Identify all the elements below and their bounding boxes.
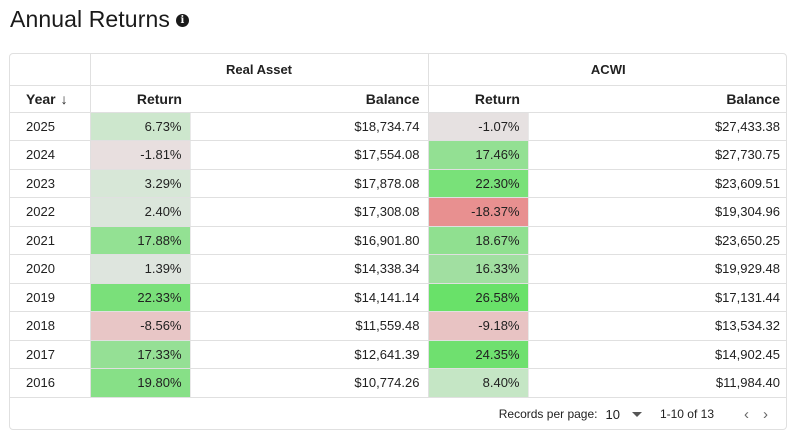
cell-acwi-return: -18.37%	[427, 197, 529, 227]
cell-year: 2021	[10, 226, 90, 255]
page-header: Annual Returns i	[10, 4, 189, 34]
cell-year: 2016	[10, 368, 90, 398]
column-header-real-asset-return[interactable]: Return	[89, 85, 190, 113]
cell-acwi-return: 17.46%	[427, 140, 529, 170]
cell-year: 2025	[10, 112, 90, 141]
cell-acwi-return: 18.67%	[427, 226, 529, 255]
cell-real-asset-balance: $16,901.80	[190, 226, 428, 255]
arrow-down-icon[interactable]: ↓	[60, 90, 68, 107]
cell-real-asset-return: 6.73%	[89, 112, 191, 141]
cell-real-asset-return: 17.88%	[89, 226, 191, 255]
cell-acwi-balance: $23,650.25	[528, 226, 786, 255]
returns-table-card: Real Asset ACWI Year ↓ Return Balance Ret…	[9, 53, 787, 430]
table-row: 2019 22.33% $14,141.14 26.58% $17,131.44	[10, 283, 786, 312]
table-row: 2021 17.88% $16,901.80 18.67% $23,650.25	[10, 226, 786, 255]
cell-real-asset-balance: $14,338.34	[190, 254, 428, 284]
records-per-page-label: Records per page:	[498, 407, 598, 421]
cell-acwi-balance: $17,131.44	[528, 283, 786, 312]
cell-year: 2022	[10, 197, 90, 227]
cell-real-asset-balance: $17,308.08	[190, 197, 428, 227]
cell-acwi-balance: $27,433.38	[528, 112, 786, 141]
column-header-row: Year ↓ Return Balance Return Balance	[10, 85, 786, 113]
cell-acwi-balance: $27,730.75	[528, 140, 786, 170]
cell-year: 2018	[10, 311, 90, 341]
cell-year: 2020	[10, 254, 90, 284]
cell-real-asset-balance: $17,878.08	[190, 169, 428, 198]
table-row: 2022 2.40% $17,308.08 -18.37% $19,304.96	[10, 197, 786, 227]
cell-real-asset-balance: $14,141.14	[190, 283, 428, 312]
cell-acwi-return: -9.18%	[427, 311, 529, 341]
pagination-bar: Records per page: 10 1-10 of 13 ‹ ›	[10, 399, 786, 429]
cell-acwi-balance: $11,984.40	[528, 368, 786, 398]
cell-acwi-balance: $23,609.51	[528, 169, 786, 198]
cell-acwi-balance: $13,534.32	[528, 311, 786, 341]
table-row: 2023 3.29% $17,878.08 22.30% $23,609.51	[10, 169, 786, 198]
cell-real-asset-return: 17.33%	[89, 340, 191, 369]
cell-year: 2024	[10, 140, 90, 170]
table-row: 2020 1.39% $14,338.34 16.33% $19,929.48	[10, 254, 786, 284]
cell-year: 2017	[10, 340, 90, 369]
cell-acwi-balance: $19,929.48	[528, 254, 786, 284]
cell-acwi-balance: $14,902.45	[528, 340, 786, 369]
cell-real-asset-balance: $11,559.48	[190, 311, 428, 341]
table-row: 2024 -1.81% $17,554.08 17.46% $27,730.75	[10, 140, 786, 170]
cell-acwi-return: 8.40%	[427, 368, 529, 398]
caret-down-icon[interactable]	[631, 411, 642, 417]
column-header-acwi-balance[interactable]: Balance	[528, 85, 786, 113]
column-header-real-asset-balance[interactable]: Balance	[190, 85, 428, 113]
cell-acwi-return: 24.35%	[427, 340, 529, 369]
records-per-page-select[interactable]: 10	[605, 406, 620, 422]
table-row: 2016 19.80% $10,774.26 8.40% $11,984.40	[10, 368, 786, 398]
pagination-range: 1-10 of 13	[659, 407, 714, 421]
cell-acwi-return: 16.33%	[427, 254, 529, 284]
cell-real-asset-balance: $17,554.08	[190, 140, 428, 170]
cell-real-asset-return: -1.81%	[89, 140, 191, 170]
cell-real-asset-balance: $18,734.74	[190, 112, 428, 141]
column-header-acwi-return[interactable]: Return	[427, 85, 528, 113]
table-row: 2018 -8.56% $11,559.48 -9.18% $13,534.32	[10, 311, 786, 341]
group-header-real-asset: Real Asset	[89, 54, 428, 86]
cell-acwi-balance: $19,304.96	[528, 197, 786, 227]
table-row: 2025 6.73% $18,734.74 -1.07% $27,433.38	[10, 112, 786, 141]
cell-real-asset-return: 1.39%	[89, 254, 191, 284]
cell-real-asset-return: 2.40%	[89, 197, 191, 227]
cell-real-asset-return: 3.29%	[89, 169, 191, 198]
table-row: 2017 17.33% $12,641.39 24.35% $14,902.45	[10, 340, 786, 369]
cell-year: 2023	[10, 169, 90, 198]
group-header-row: Real Asset ACWI	[10, 54, 786, 86]
cell-acwi-return: 26.58%	[427, 283, 529, 312]
cell-real-asset-return: 22.33%	[89, 283, 191, 312]
table-body: 2025 6.73% $18,734.74 -1.07% $27,433.38 2024-…	[10, 112, 786, 398]
cell-real-asset-return: 19.80%	[89, 368, 191, 398]
cell-acwi-return: 22.30%	[427, 169, 529, 198]
info-icon[interactable]: i	[175, 13, 189, 27]
cell-acwi-return: -1.07%	[427, 112, 529, 141]
column-header-year-label: Year	[26, 90, 56, 107]
cell-year: 2019	[10, 283, 90, 312]
page-title: Annual Returns	[10, 5, 170, 32]
returns-table: Real Asset ACWI Year ↓ Return Balance Ret…	[10, 54, 786, 398]
chevron-left-icon[interactable]: ‹	[744, 405, 749, 423]
group-header-acwi: ACWI	[427, 54, 786, 86]
cell-real-asset-balance: $12,641.39	[190, 340, 428, 369]
chevron-right-icon[interactable]: ›	[763, 405, 768, 423]
group-header-empty	[10, 54, 90, 86]
cell-real-asset-balance: $10,774.26	[190, 368, 428, 398]
column-header-year[interactable]: Year ↓	[10, 85, 90, 113]
cell-real-asset-return: -8.56%	[89, 311, 191, 341]
